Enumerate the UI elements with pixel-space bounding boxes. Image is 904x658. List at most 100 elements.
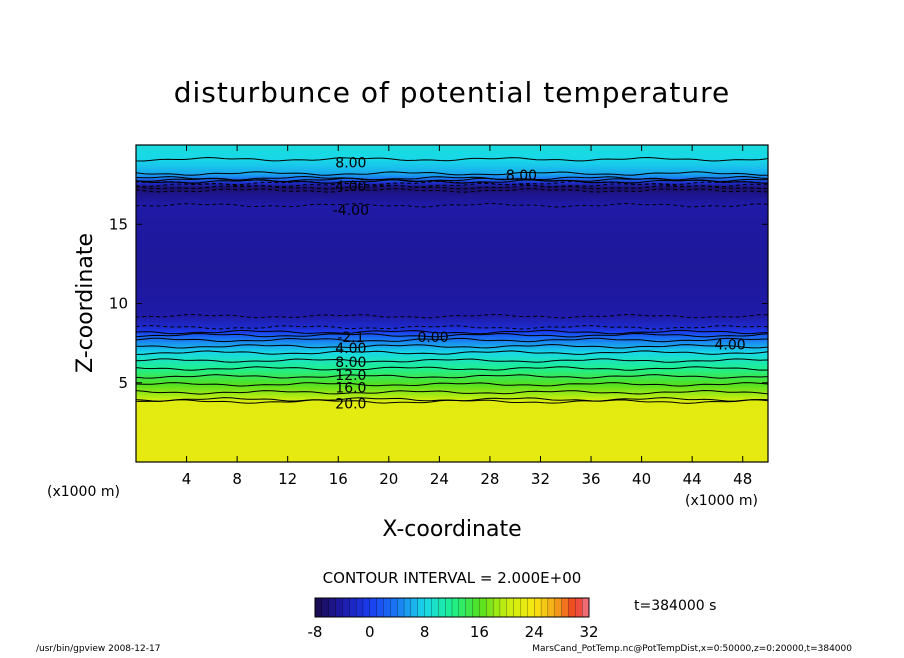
contour-line-21 xyxy=(136,175,768,181)
colorbar-cell-34 xyxy=(547,597,556,618)
contour-label-8: 12.0 xyxy=(335,368,366,384)
colorbar-cell-22 xyxy=(465,597,473,618)
colorbar: -8 0 8 16 24 32 xyxy=(308,597,599,641)
colorbar-cell-20 xyxy=(451,597,460,618)
colorbar-cell-26 xyxy=(492,597,501,618)
colorbar-cell-3 xyxy=(335,597,343,618)
colorbar-frame xyxy=(314,597,590,618)
colorbar-cell-5 xyxy=(349,597,357,618)
colorbar-cell-13 xyxy=(403,597,412,618)
contour-line-5 xyxy=(136,366,768,371)
contour-line-1 xyxy=(136,399,768,404)
colorbar-cell-10 xyxy=(383,597,391,618)
y-tick-label-2: 15 xyxy=(109,215,128,233)
footer-left: /usr/bin/gpview 2008-12-17 xyxy=(36,644,160,654)
colorbar-cell-2 xyxy=(328,597,336,618)
contour-line-6 xyxy=(136,358,768,363)
x-unit-label: (x1000 m) xyxy=(685,493,758,509)
contour-line-7 xyxy=(136,350,768,355)
colorbar-cell-36 xyxy=(561,597,569,618)
colorbar-cell-14 xyxy=(410,597,419,618)
contour-label-4: -2.1 xyxy=(337,330,364,346)
x-tick-label-5: 24 xyxy=(430,470,449,488)
contour-label-9: 16.0 xyxy=(335,381,366,397)
contour-label-7: 8.00 xyxy=(335,355,366,371)
colorbar-cell-28 xyxy=(506,597,515,618)
contour-label-11: 4.00 xyxy=(714,338,745,354)
colorbar-cell-6 xyxy=(355,597,364,618)
colorbar-cell-35 xyxy=(554,597,563,618)
x-tick-label-11: 48 xyxy=(733,470,752,488)
contour-line-19 xyxy=(136,179,768,184)
x-tick-label-9: 40 xyxy=(632,470,651,488)
colorbar-cell-19 xyxy=(445,597,453,618)
colorbar-cell-4 xyxy=(342,597,350,618)
x-tick-label-0: 4 xyxy=(182,470,192,488)
x-tick-label-3: 16 xyxy=(329,470,348,488)
contour-label-0: 8.00 xyxy=(335,155,366,171)
contour-label-1: 8.00 xyxy=(506,168,537,184)
colorbar-tick-1: 0 xyxy=(365,623,375,641)
x-tick-label-10: 44 xyxy=(683,470,702,488)
y-axis-title: Z-coordinate xyxy=(73,233,98,373)
contour-line-2 xyxy=(136,389,768,395)
colorbar-cell-30 xyxy=(520,597,528,618)
contour-label-10: 20.0 xyxy=(335,396,366,412)
x-axis-title: X-coordinate xyxy=(382,517,521,542)
field-fill xyxy=(136,145,768,462)
colorbar-cell-12 xyxy=(397,597,405,618)
y-tick-label-1: 10 xyxy=(109,295,128,313)
contour-line-3 xyxy=(136,382,768,387)
colorbar-cell-17 xyxy=(431,597,439,618)
contour-line-8 xyxy=(136,343,768,349)
contour-label-3: -4.00 xyxy=(333,203,369,219)
x-tick-label-2: 12 xyxy=(278,470,297,488)
contour-label-2: 4.00 xyxy=(335,179,366,195)
colorbar-cell-25 xyxy=(486,597,494,618)
y-axis: 5 10 15 xyxy=(109,215,768,392)
time-label: t=384000 s xyxy=(634,598,716,614)
contour-line-18 xyxy=(136,180,768,186)
colorbar-cell-24 xyxy=(479,597,487,618)
contour-line-23 xyxy=(136,156,768,162)
colorbar-tick-5: 32 xyxy=(579,623,598,641)
x-tick-label-1: 8 xyxy=(232,470,242,488)
contour-line-11 xyxy=(136,329,768,335)
colorbar-cell-9 xyxy=(376,597,384,618)
colorbar-cell-15 xyxy=(417,597,426,618)
colorbar-cell-38 xyxy=(575,597,583,618)
colorbar-cell-7 xyxy=(362,597,371,618)
contour-line-4 xyxy=(136,374,768,379)
colorbar-cell-29 xyxy=(513,597,521,618)
colorbar-cell-32 xyxy=(534,597,542,618)
colorbar-cell-8 xyxy=(369,597,378,618)
contour-line-16 xyxy=(136,184,768,190)
colorbar-cell-31 xyxy=(527,597,535,618)
colorbar-cell-16 xyxy=(424,597,432,618)
contour-label-6: 4.00 xyxy=(335,341,366,357)
chart-title: disturbunce of potential temperature xyxy=(174,76,731,109)
colorbar-tick-0: -8 xyxy=(308,623,323,641)
colorbar-tick-2: 8 xyxy=(420,623,430,641)
contour-line-13 xyxy=(136,313,768,319)
x-tick-label-7: 32 xyxy=(531,470,550,488)
colorbar-cell-23 xyxy=(472,597,480,618)
contour-line-15 xyxy=(136,188,768,193)
colorbar-cell-0 xyxy=(314,597,323,618)
contour-line-22 xyxy=(136,171,768,176)
contour-line-10 xyxy=(136,332,768,338)
colorbar-tick-3: 16 xyxy=(470,623,489,641)
colorbar-cell-33 xyxy=(540,597,549,618)
colorbar-tick-4: 24 xyxy=(525,623,544,641)
contour-interval-text: CONTOUR INTERVAL = 2.000E+00 xyxy=(323,569,582,587)
colorbar-cell-11 xyxy=(390,597,398,618)
colorbar-cell-27 xyxy=(499,597,508,618)
contour-line-9 xyxy=(136,337,768,343)
x-tick-label-6: 28 xyxy=(480,470,499,488)
x-tick-label-4: 20 xyxy=(379,470,398,488)
colorbar-cell-39 xyxy=(582,597,590,618)
y-tick-label-0: 5 xyxy=(118,374,128,392)
contour-label-5: 0.00 xyxy=(417,330,448,346)
contour-labels: 8.008.004.00-4.00-2.1 0.004.008.0012.016.… xyxy=(333,155,746,412)
